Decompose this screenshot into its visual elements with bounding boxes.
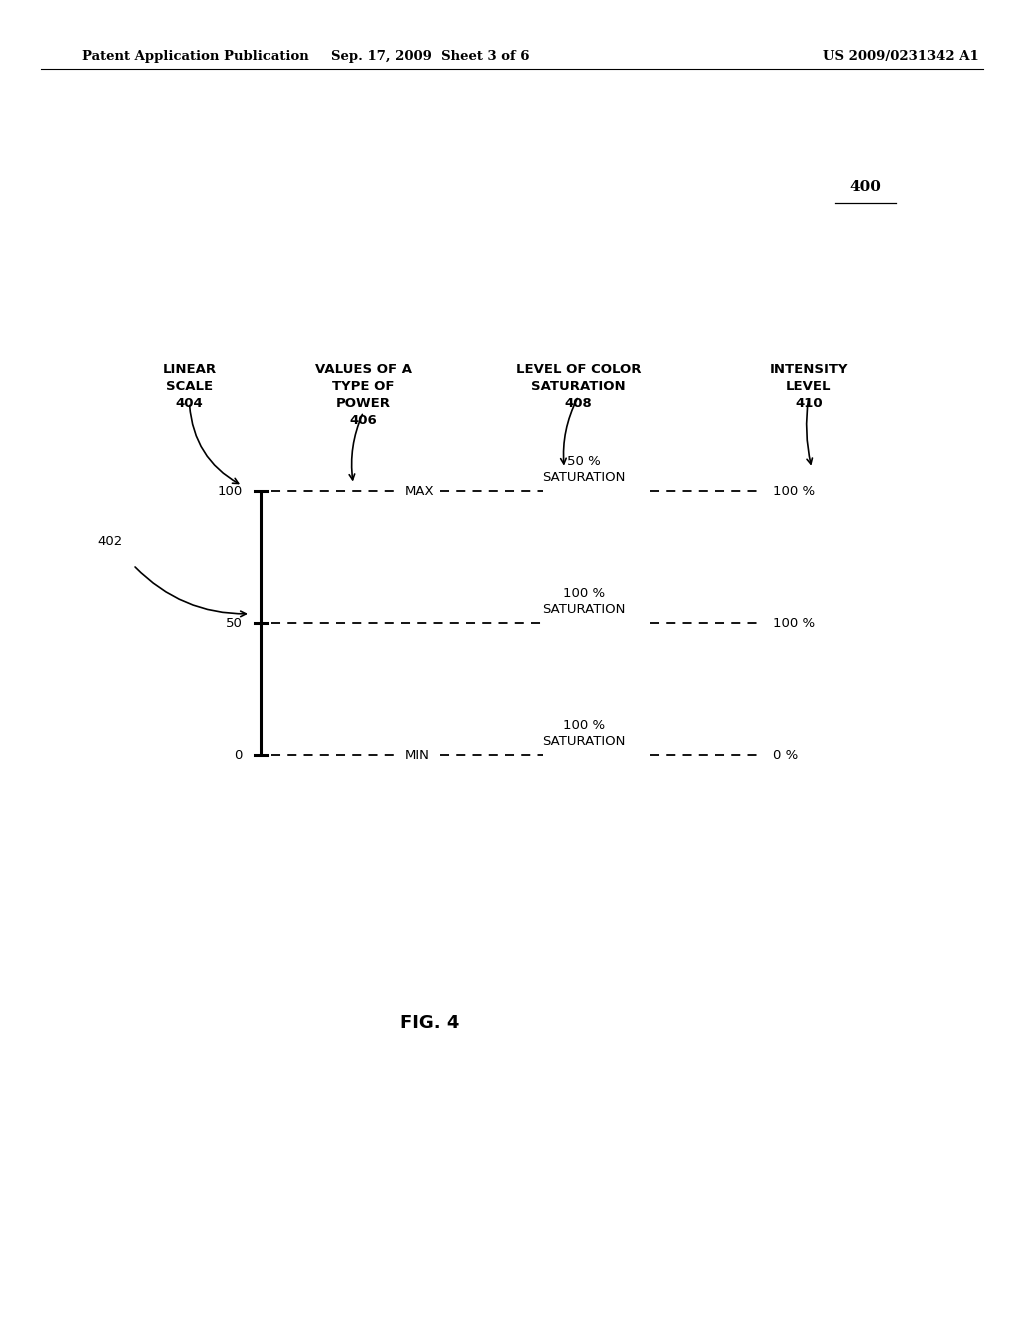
Text: FIG. 4: FIG. 4: [400, 1014, 460, 1032]
Text: LEVEL OF COLOR
SATURATION
408: LEVEL OF COLOR SATURATION 408: [516, 363, 641, 411]
Text: 100 %
SATURATION: 100 % SATURATION: [542, 719, 626, 748]
Text: US 2009/0231342 A1: US 2009/0231342 A1: [823, 50, 979, 63]
Text: 100 %
SATURATION: 100 % SATURATION: [542, 587, 626, 616]
Text: 100 %: 100 %: [773, 616, 815, 630]
Text: 50 %
SATURATION: 50 % SATURATION: [542, 455, 626, 484]
Text: 0: 0: [234, 748, 243, 762]
Text: 100 %: 100 %: [773, 484, 815, 498]
Text: 402: 402: [97, 535, 123, 548]
Text: 100: 100: [217, 484, 243, 498]
Text: 50: 50: [226, 616, 243, 630]
Text: 0 %: 0 %: [773, 748, 799, 762]
Text: Sep. 17, 2009  Sheet 3 of 6: Sep. 17, 2009 Sheet 3 of 6: [331, 50, 529, 63]
Text: VALUES OF A
TYPE OF
POWER
406: VALUES OF A TYPE OF POWER 406: [315, 363, 412, 426]
Text: LINEAR
SCALE
404: LINEAR SCALE 404: [163, 363, 216, 411]
Text: Patent Application Publication: Patent Application Publication: [82, 50, 308, 63]
Text: MAX: MAX: [404, 484, 434, 498]
Text: MIN: MIN: [404, 748, 429, 762]
Text: 400: 400: [849, 181, 882, 194]
Text: INTENSITY
LEVEL
410: INTENSITY LEVEL 410: [770, 363, 848, 411]
